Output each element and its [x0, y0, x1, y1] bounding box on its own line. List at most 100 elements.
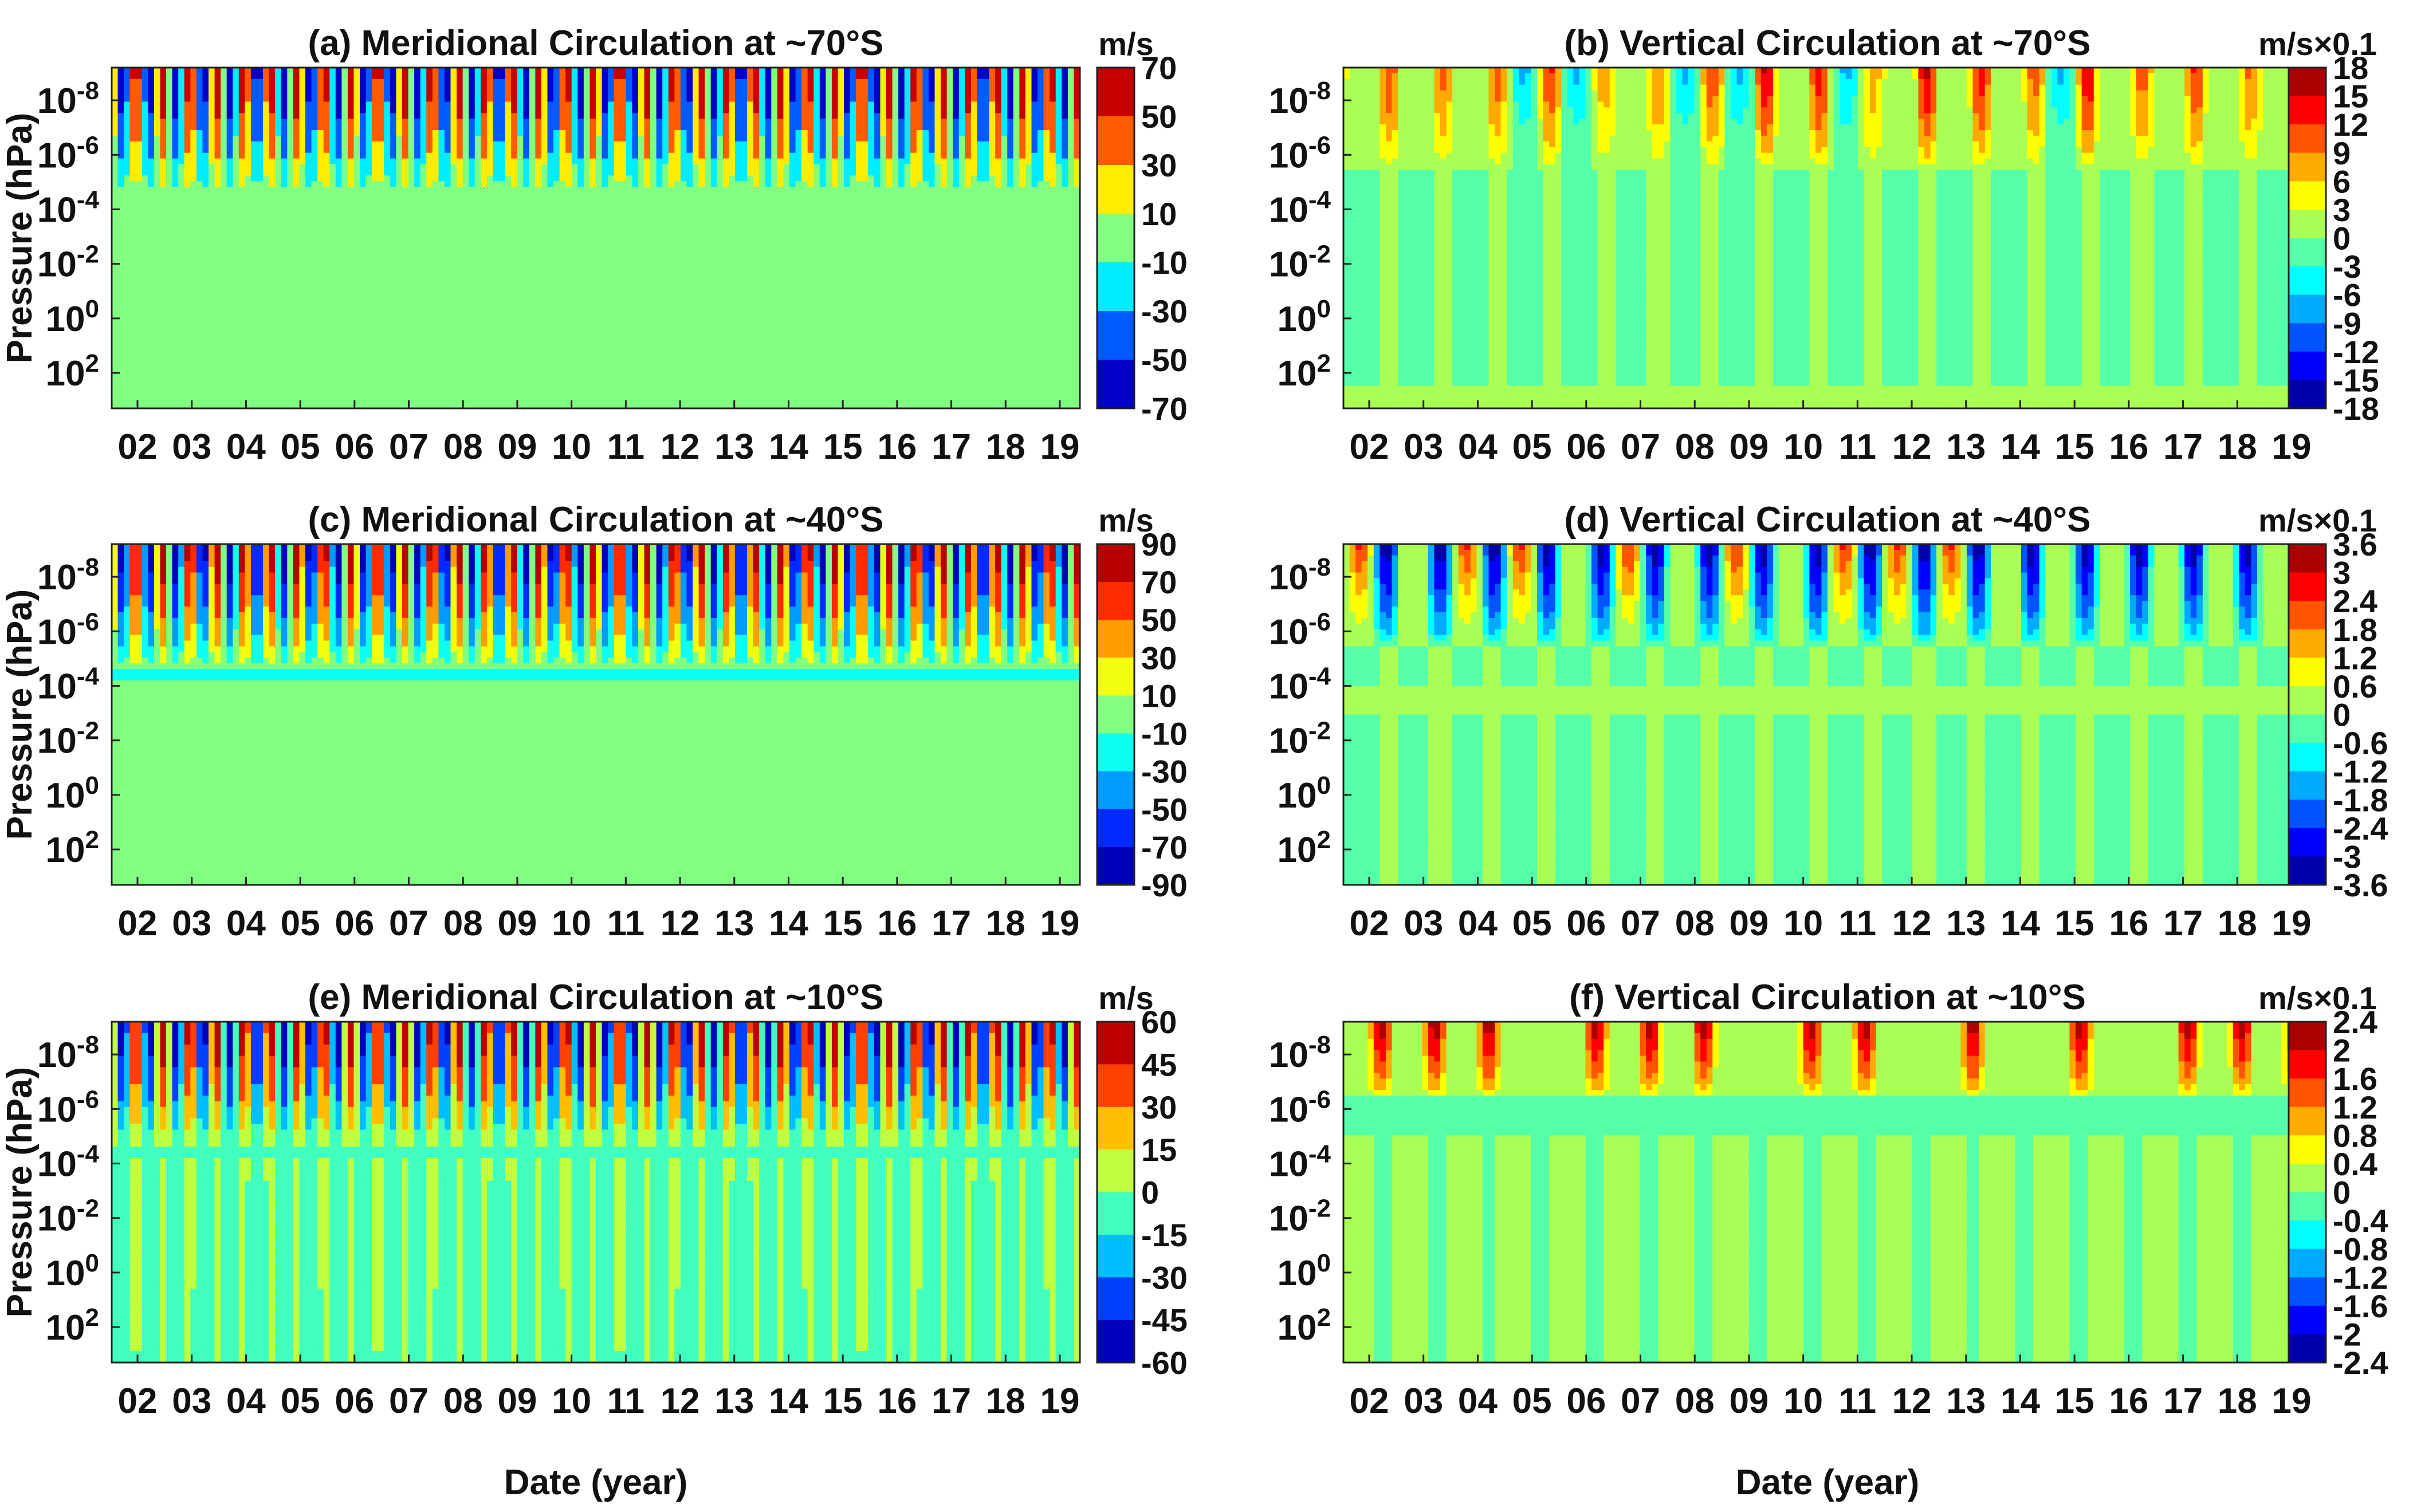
heatmap-cell: [118, 380, 124, 386]
heatmap-cell: [130, 187, 136, 193]
heatmap-cell: [160, 96, 167, 103]
heatmap-cell: [154, 170, 160, 176]
heatmap-cell: [112, 221, 118, 227]
heatmap-cell: [142, 175, 148, 182]
heatmap-cell: [118, 238, 124, 245]
heatmap-cell: [118, 284, 124, 290]
heatmap-cell: [118, 136, 124, 142]
heatmap-cell: [142, 233, 148, 239]
heatmap-cell: [124, 284, 130, 290]
heatmap-cell: [130, 124, 136, 131]
heatmap-cell: [160, 90, 167, 97]
heatmap-cell: [142, 96, 148, 103]
heatmap-cell: [136, 215, 142, 222]
heatmap-cell: [142, 107, 148, 113]
heatmap-cell: [160, 352, 167, 358]
heatmap-cell: [136, 255, 142, 261]
heatmap-cell: [130, 243, 136, 250]
heatmap-cell: [130, 153, 136, 159]
heatmap-cell: [154, 187, 160, 193]
heatmap-cell: [142, 397, 148, 403]
heatmap-cell: [142, 284, 148, 290]
heatmap-cell: [154, 334, 160, 341]
panel-a: (a) Meridional Circulation at ~70°S02 03 0…: [0, 23, 1188, 467]
heatmap-cell: [136, 243, 142, 250]
heatmap-cell: [148, 329, 154, 335]
heatmap-cell: [142, 357, 148, 364]
heatmap-cell: [118, 147, 124, 153]
heatmap-cell: [112, 79, 118, 85]
heatmap-cell: [112, 255, 118, 261]
heatmap-cell: [148, 363, 154, 369]
heatmap-cell: [154, 130, 160, 136]
heatmap-cell: [154, 255, 160, 261]
heatmap-cell: [160, 164, 167, 171]
heatmap-cell: [118, 227, 124, 233]
heatmap-cell: [160, 397, 167, 403]
heatmap-cell: [148, 306, 154, 313]
heatmap-cell: [154, 295, 160, 301]
heatmap-cell: [130, 266, 136, 273]
heatmap-cell: [112, 301, 118, 307]
heatmap-cell: [118, 210, 124, 216]
heatmap-cell: [154, 369, 160, 375]
heatmap-cell: [160, 198, 167, 204]
heatmap-cell: [148, 130, 154, 136]
heatmap-cell: [154, 124, 160, 131]
heatmap-cell: [130, 380, 136, 386]
heatmap-cell: [154, 227, 160, 233]
heatmap-cell: [154, 221, 160, 227]
heatmap-cell: [160, 346, 167, 352]
heatmap-cell: [112, 130, 118, 136]
heatmap-cell: [160, 79, 167, 85]
heatmap-cell: [112, 385, 118, 392]
heatmap-cell: [154, 346, 160, 352]
heatmap-cell: [142, 272, 148, 278]
heatmap-cell: [154, 284, 160, 290]
heatmap-cell: [142, 329, 148, 335]
heatmap-cell: [130, 221, 136, 227]
heatmap-cell: [136, 266, 142, 273]
heatmap-cell: [160, 102, 167, 108]
heatmap-cell: [112, 153, 118, 159]
heatmap-cell: [142, 153, 148, 159]
heatmap-cell: [148, 255, 154, 261]
heatmap-cell: [118, 113, 124, 119]
heatmap-cell: [136, 391, 142, 397]
heatmap-cell: [154, 363, 160, 369]
heatmap-cell: [148, 164, 154, 171]
heatmap-cell: [154, 243, 160, 250]
heatmap-cell: [124, 79, 130, 85]
heatmap-cell: [142, 255, 148, 261]
heatmap-cell: [130, 249, 136, 255]
heatmap-cell: [112, 380, 118, 386]
heatmap-cell: [136, 107, 142, 113]
heatmap-cell: [136, 317, 142, 324]
heatmap-cell: [148, 175, 154, 182]
heatmap-cell: [142, 334, 148, 341]
heatmap-cell: [160, 289, 167, 296]
heatmap-cell: [160, 119, 167, 125]
heatmap-cell: [124, 159, 130, 165]
heatmap-cell: [130, 141, 136, 148]
heatmap-cell: [130, 164, 136, 171]
heatmap-cell: [136, 375, 142, 381]
heatmap-cell: [124, 255, 130, 261]
heatmap-cell: [142, 340, 148, 346]
heatmap-cell: [160, 210, 167, 216]
heatmap-cell: [118, 301, 124, 307]
heatmap-cell: [160, 261, 167, 267]
heatmap-cell: [160, 301, 167, 307]
heatmap-cell: [142, 124, 148, 131]
heatmap-cell: [136, 113, 142, 119]
heatmap-cell: [124, 85, 130, 91]
heatmap-cell: [136, 221, 142, 227]
heatmap-cell: [124, 204, 130, 210]
heatmap-cell: [118, 346, 124, 352]
heatmap-cell: [124, 141, 130, 148]
heatmap-cell: [112, 312, 118, 318]
heatmap-cell: [118, 73, 124, 80]
heatmap-cell: [142, 90, 148, 97]
heatmap-cell: [130, 198, 136, 204]
heatmap-cell: [118, 215, 124, 222]
